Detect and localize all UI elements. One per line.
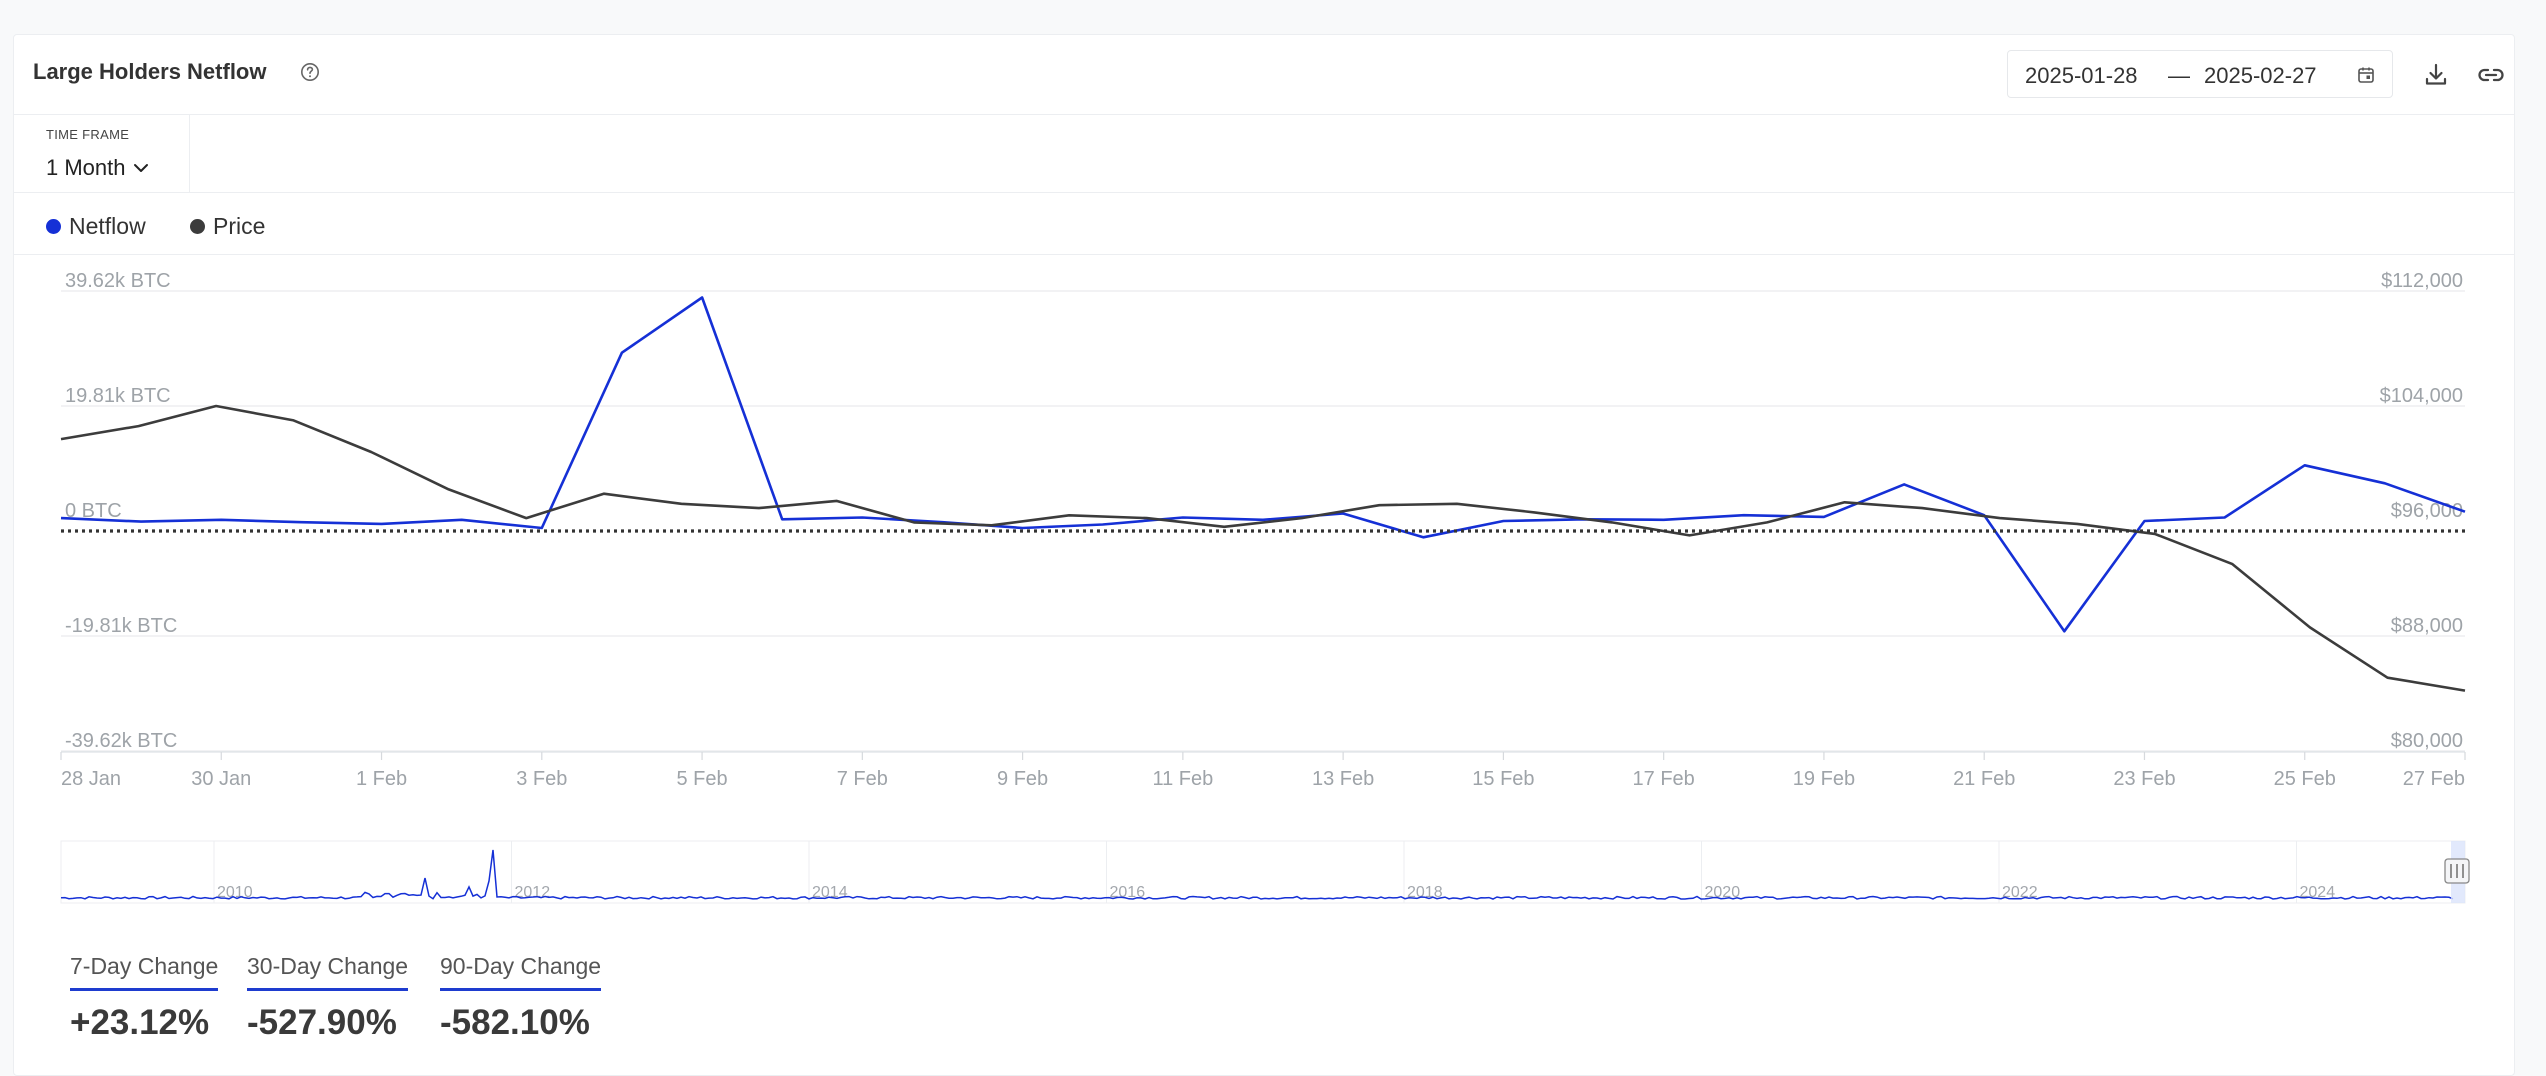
series-line-price: [60, 404, 2466, 692]
x-tick-label: 9 Feb: [997, 768, 1048, 790]
navigator-handle[interactable]: [2444, 858, 2470, 884]
navigator-year-label: 2014: [812, 884, 848, 901]
stat-90-day[interactable]: 90-Day Change -582.10%: [440, 953, 602, 1043]
x-tick-label: 27 Feb: [2403, 768, 2465, 790]
timeframe-dropdown[interactable]: 1 Month: [46, 155, 126, 180]
y-left-tick-label: -19.81k BTC: [65, 615, 177, 637]
y-right-tick-label: $96,000: [2391, 500, 2463, 522]
legend-label: Netflow: [69, 213, 146, 239]
stat-7-day[interactable]: 7-Day Change +23.12%: [70, 953, 219, 1043]
y-left-tick-label: -39.62k BTC: [65, 730, 177, 752]
y-right-tick-label: $88,000: [2391, 615, 2463, 637]
x-tick-label: 23 Feb: [2113, 768, 2175, 790]
navigator-year-label: 2020: [1705, 884, 1741, 901]
x-tick-label: 5 Feb: [676, 768, 727, 790]
navigator-series-line: [60, 849, 2454, 900]
x-tick-label: 25 Feb: [2274, 768, 2336, 790]
x-tick-label: 3 Feb: [516, 768, 567, 790]
x-tick-label: 15 Feb: [1472, 768, 1534, 790]
series-line-netflow: [60, 296, 2466, 633]
x-tick-label: 19 Feb: [1793, 768, 1855, 790]
date-start[interactable]: 2025-01-28: [2025, 63, 2138, 88]
x-tick-label: 13 Feb: [1312, 768, 1374, 790]
x-tick-label: 28 Jan: [61, 768, 121, 790]
x-tick-label: 17 Feb: [1633, 768, 1695, 790]
help-icon[interactable]: [300, 62, 320, 82]
timeframe-label: TIME FRAME: [46, 127, 130, 142]
y-right-tick-label: $80,000: [2391, 730, 2463, 752]
y-right-tick-label: $112,000: [2381, 270, 2463, 292]
x-tick-label: 11 Feb: [1152, 768, 1213, 790]
netflow-card: Large Holders Netflow 2025-01-28 — 2025-…: [13, 34, 2515, 1076]
date-range-picker[interactable]: 2025-01-28 — 2025-02-27: [2007, 50, 2393, 98]
date-end[interactable]: 2025-02-27: [2204, 63, 2317, 88]
x-tick-label: 1 Feb: [356, 768, 407, 790]
divider: [14, 192, 2514, 193]
link-icon[interactable]: [2476, 61, 2506, 89]
netflow-price-chart: 39.62k BTC 19.81k BTC 0 BTC -19.81k BTC -39.…: [60, 270, 2470, 904]
y-right-tick-label: $104,000: [2380, 385, 2463, 407]
card-header: Large Holders Netflow 2025-01-28 — 2025-…: [14, 35, 2514, 115]
date-separator: —: [2168, 63, 2190, 88]
calendar-icon[interactable]: [2356, 65, 2376, 85]
legend-label: Price: [213, 213, 266, 239]
y-left-tick-label: 39.62k BTC: [65, 270, 171, 292]
stat-label: 30-Day Change: [247, 953, 409, 991]
x-tick-label: 30 Jan: [191, 768, 251, 790]
timeframe-selector: TIME FRAME 1 Month: [14, 115, 190, 192]
legend-dot: [190, 219, 205, 234]
stat-30-day[interactable]: 30-Day Change -527.90%: [247, 953, 409, 1043]
download-icon[interactable]: [2422, 61, 2450, 89]
page-title: Large Holders Netflow: [33, 59, 267, 84]
y-left-tick-label: 0 BTC: [65, 500, 122, 522]
stat-value: +23.12%: [70, 1003, 210, 1042]
y-left-tick-label: 19.81k BTC: [65, 385, 171, 407]
divider: [14, 254, 2514, 255]
navigator-year-label: 2012: [515, 884, 551, 901]
navigator-frame: [60, 840, 2466, 904]
x-tick-label: 7 Feb: [837, 768, 888, 790]
navigator-year-label: 2022: [2002, 884, 2038, 901]
chevron-down-icon[interactable]: [132, 161, 150, 175]
legend-dot: [46, 219, 61, 234]
stat-label: 7-Day Change: [70, 953, 219, 991]
stat-label: 90-Day Change: [440, 953, 602, 991]
stat-value: -582.10%: [440, 1003, 590, 1042]
x-tick-label: 21 Feb: [1953, 768, 2015, 790]
stat-value: -527.90%: [247, 1003, 397, 1042]
